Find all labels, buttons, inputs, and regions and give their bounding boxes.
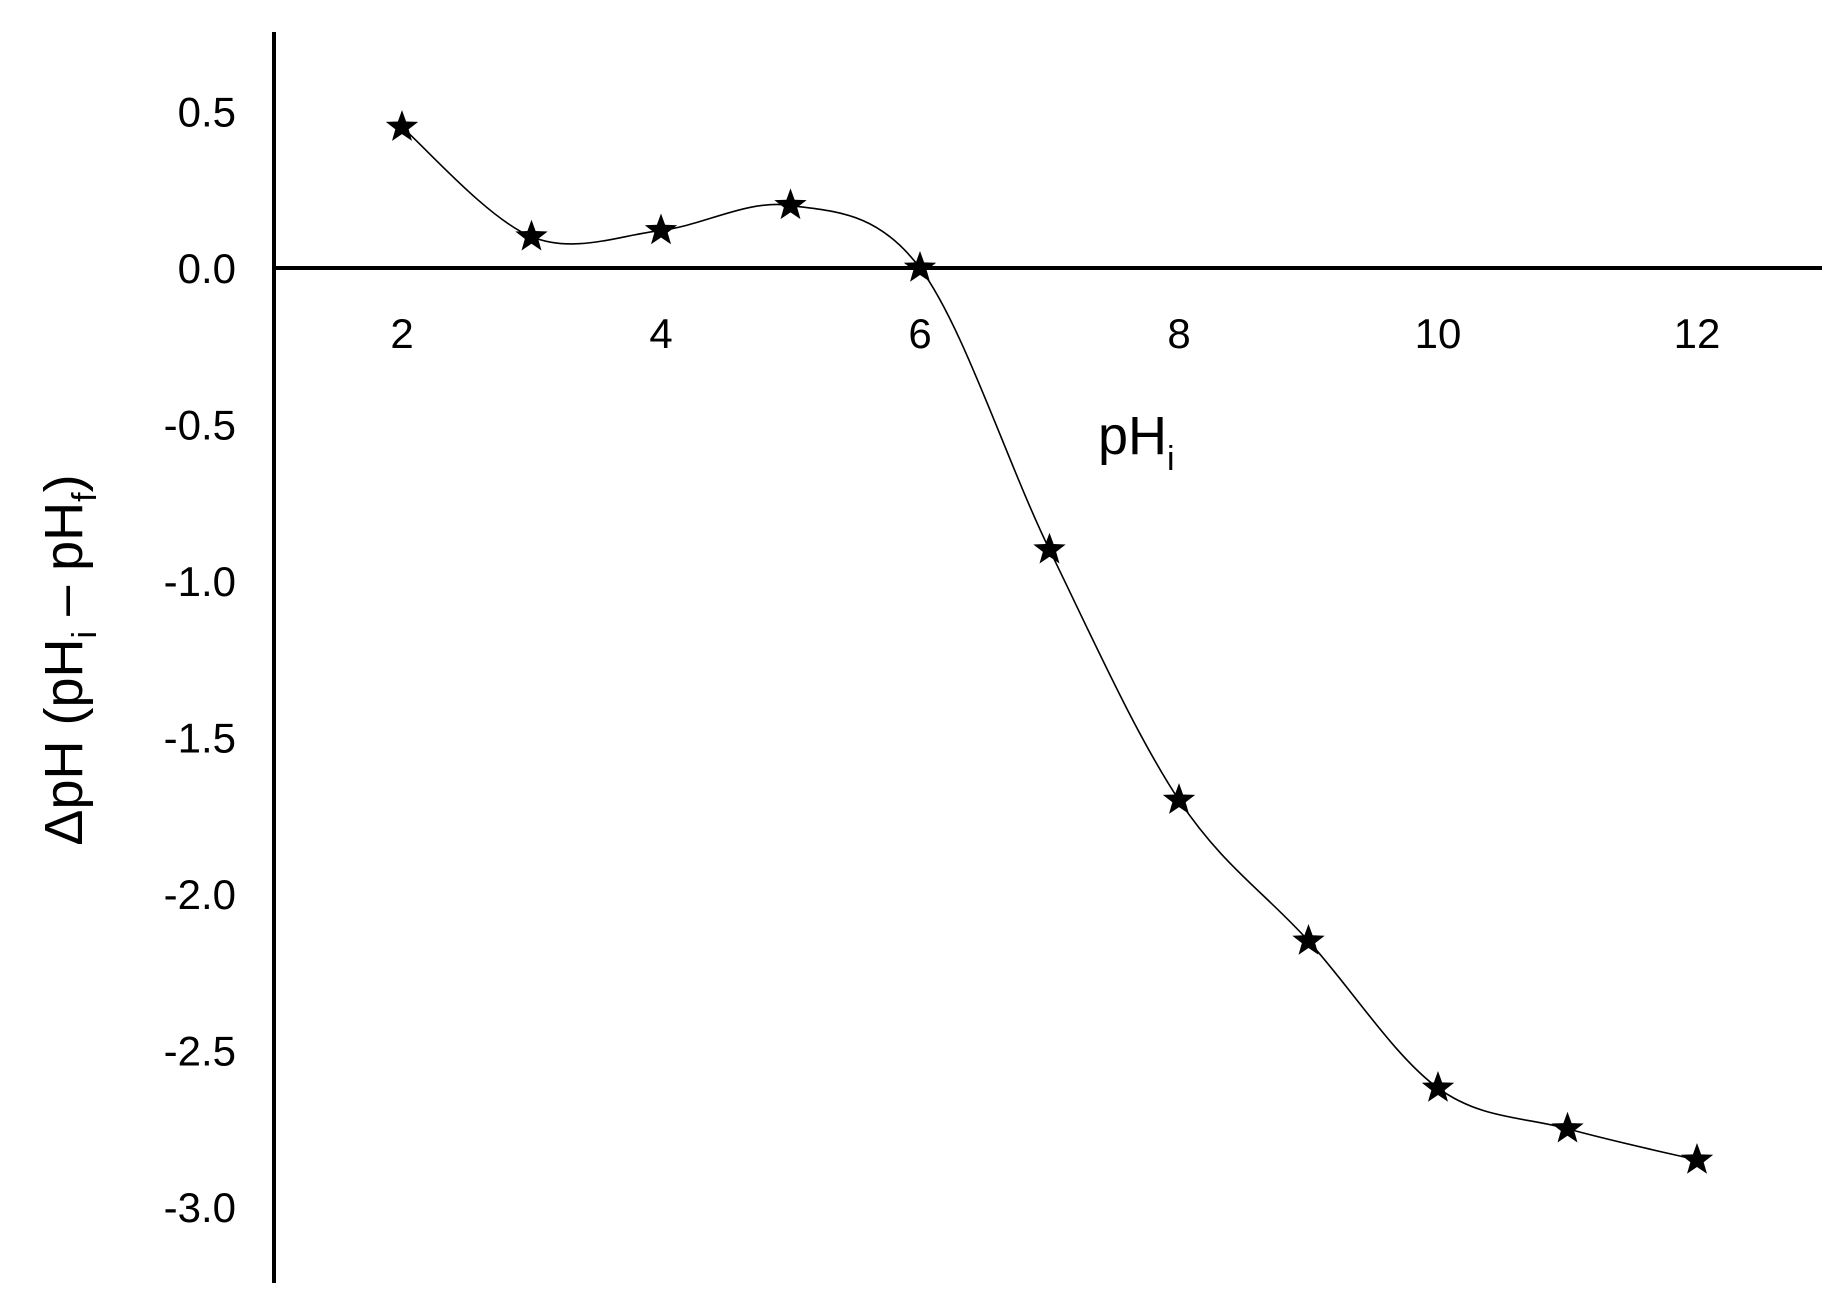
x-tick-label: 12 (1674, 310, 1721, 357)
x-tick-label: 8 (1167, 310, 1190, 357)
x-tick-label: 4 (649, 310, 672, 357)
data-point-marker (903, 251, 937, 282)
data-point-marker (1680, 1143, 1714, 1174)
y-tick-label: -3.0 (164, 1184, 236, 1231)
y-tick-label: 0.5 (178, 89, 236, 136)
y-tick-label: -1.0 (164, 558, 236, 605)
y-tick-label: -0.5 (164, 402, 236, 449)
x-tick-label: 6 (908, 310, 931, 357)
tick-labels: 2 4 6 8 10 12 0.5 0.0 -0.5 -1.0 -1.5 -2.0 -2.5 -3.0 (164, 89, 1721, 1232)
x-axis-title: pHi (1098, 406, 1175, 478)
y-tick-label: -2.5 (164, 1028, 236, 1075)
data-point-marker (1292, 923, 1325, 955)
y-tick-label: -2.0 (164, 871, 236, 918)
data-point-marker (1162, 783, 1196, 814)
y-tick-label: -1.5 (164, 715, 236, 762)
curve-layer (401, 126, 1698, 1161)
y-axis-title: ΔpH (pHi – pHf) (34, 474, 104, 845)
x-tick-label: 10 (1415, 310, 1462, 357)
data-point-marker (385, 110, 419, 141)
series-line (401, 126, 1698, 1161)
y-tick-label: 0.0 (178, 245, 236, 292)
data-point-marker (774, 188, 807, 220)
data-point-marker (1421, 1071, 1455, 1102)
data-point-marker (1551, 1111, 1584, 1143)
data-point-marker (1033, 532, 1066, 564)
data-point-marker (515, 219, 548, 251)
x-tick-label: 2 (390, 310, 413, 357)
data-point-marker (644, 213, 678, 245)
axes (272, 32, 1822, 1283)
markers (385, 110, 1714, 1174)
